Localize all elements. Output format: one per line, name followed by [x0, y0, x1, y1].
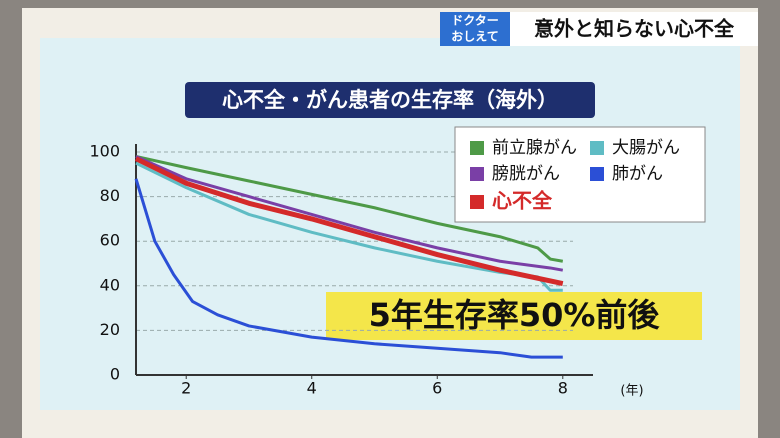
topic-box [510, 12, 758, 46]
y-tick-label: 80 [100, 186, 120, 205]
y-tick-label: 100 [89, 142, 120, 161]
legend-swatch [470, 167, 484, 181]
y-tick-label: 20 [100, 320, 120, 339]
x-tick-label: 4 [307, 379, 317, 398]
logo-bottom: おしえて [451, 30, 498, 44]
topic: 意外と知らない心不全 [534, 17, 735, 41]
y-tick-label: 0 [110, 365, 120, 384]
legend-swatch [590, 167, 604, 181]
x-unit: (年) [620, 384, 643, 399]
legend-label: 肺がん [612, 164, 663, 184]
series-line [135, 161, 563, 292]
x-tick-label: 8 [558, 379, 568, 398]
legend-swatch [470, 195, 484, 209]
annotation-box [326, 292, 702, 340]
legend-label: 膀胱がん [492, 164, 560, 184]
legend-label: 心不全 [492, 189, 553, 213]
logo-box [440, 12, 510, 46]
x-tick-label: 2 [181, 379, 191, 398]
legend-label: 前立腺がん [492, 138, 577, 158]
series-line [135, 155, 564, 272]
legend-box [454, 126, 706, 223]
series-line [135, 154, 564, 263]
series-line [134, 156, 564, 287]
title-banner [185, 82, 595, 118]
legend-label: 大腸がん [612, 138, 680, 158]
legend-swatch [470, 141, 484, 155]
legend-swatch [590, 141, 604, 155]
y-tick-label: 40 [100, 275, 120, 294]
x-tick-label: 6 [432, 379, 442, 398]
y-tick-label: 60 [100, 231, 120, 250]
chart-title: 心不全・がん患者の生存率（海外） [222, 88, 558, 112]
series-line [134, 178, 563, 359]
annotation: 5年生存率50%前後 [369, 296, 661, 334]
logo-top: ドクター [451, 14, 499, 28]
